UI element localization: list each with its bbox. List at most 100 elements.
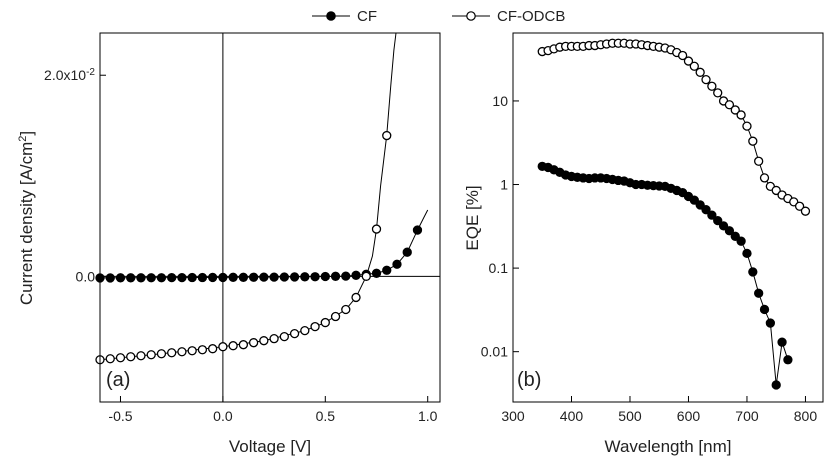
a-point-cf xyxy=(402,247,412,257)
a-point-cf xyxy=(320,271,330,282)
b-point-cf-odcb xyxy=(754,156,764,166)
b-y-tick-label: 0.1 xyxy=(489,260,509,276)
a-point-cf-odcb xyxy=(382,130,392,141)
b-point-cf xyxy=(689,195,699,205)
a-point-cf xyxy=(115,273,126,283)
a-point-cf xyxy=(330,271,341,281)
a-point-cf xyxy=(177,272,187,283)
b-curves xyxy=(542,42,806,385)
b-point-cf xyxy=(754,288,764,298)
a-point-cf-odcb xyxy=(167,348,177,358)
panel-a-iv-curve: -0.5 0.0 0.5 1.0 0.0 2.0x10-2 (a) Voltage [V… xyxy=(17,32,441,456)
b-y-tick-label: 10 xyxy=(492,93,508,109)
a-y-tick-label-sup: -2 xyxy=(86,67,95,78)
a-point-cf-odcb xyxy=(351,292,361,303)
a-point-cf xyxy=(300,272,310,282)
a-point-cf-odcb xyxy=(310,321,320,332)
b-point-cf xyxy=(759,304,770,315)
a-x-tick-label: 0.0 xyxy=(213,408,233,424)
a-point-cf xyxy=(269,272,279,282)
a-curves xyxy=(99,32,429,361)
b-point-cf xyxy=(748,267,758,277)
a-point-cf-odcb xyxy=(361,271,371,281)
a-point-cf xyxy=(187,272,197,283)
a-reference-lines xyxy=(100,33,440,402)
a-plot-frame xyxy=(99,32,441,403)
a-x-tick-label: 1.0 xyxy=(418,408,438,424)
b-x-tick-label: 600 xyxy=(677,408,701,424)
b-x-tick-label: 400 xyxy=(560,408,584,424)
b-panel-label: (b) xyxy=(517,369,541,391)
a-point-cf xyxy=(310,272,320,282)
b-x-ticks: 300 400 500 600 700 800 xyxy=(501,396,817,424)
a-x-tick-label: 0.5 xyxy=(316,408,336,424)
b-point-cf xyxy=(707,210,717,220)
a-series-line-cf-odcb xyxy=(99,32,397,361)
a-point-cf xyxy=(146,273,156,283)
b-point-cf-odcb xyxy=(677,50,688,61)
b-point-cf xyxy=(742,248,752,259)
a-series-line-cf xyxy=(99,209,429,279)
b-point-cf-odcb xyxy=(689,61,699,71)
a-point-cf-odcb xyxy=(320,317,330,328)
panel-b-eqe: 300 400 500 600 700 800 0.01 0.1 1 10 (b) Wavele… xyxy=(463,32,824,456)
a-y-axis-label-main: Current density [A/cm xyxy=(17,142,36,305)
b-point-cf xyxy=(783,355,793,365)
legend-label-cf: CF xyxy=(357,8,377,25)
a-y-tick-label: 0.0 xyxy=(76,268,96,284)
b-point-cf xyxy=(730,231,740,241)
a-point-cf xyxy=(126,273,136,283)
a-x-ticks: -0.5 0.0 0.5 1.0 xyxy=(108,396,438,424)
b-point-cf-odcb xyxy=(759,173,770,183)
a-point-cf-odcb xyxy=(259,336,269,346)
b-point-cf-odcb xyxy=(742,121,752,131)
b-plot-frame xyxy=(512,32,824,403)
b-point-cf-odcb xyxy=(713,88,723,98)
a-point-cf xyxy=(156,273,167,283)
a-y-tick-label-main: 2.0x10 xyxy=(44,67,86,83)
a-point-cf-odcb xyxy=(289,328,300,339)
a-point-cf-odcb xyxy=(238,340,249,350)
b-point-cf xyxy=(695,200,705,210)
a-point-cf-odcb xyxy=(218,342,228,352)
b-point-cf xyxy=(724,226,735,236)
a-point-cf-odcb xyxy=(197,345,208,355)
b-point-cf-odcb xyxy=(701,74,711,85)
b-point-cf-odcb xyxy=(736,110,746,120)
a-point-cf-odcb xyxy=(300,325,310,336)
b-point-cf xyxy=(701,205,711,215)
legend-label-cf-odcb: CF-ODCB xyxy=(497,8,565,25)
a-point-cf-odcb xyxy=(105,354,115,364)
a-point-cf xyxy=(228,272,238,282)
a-point-cf-odcb xyxy=(279,331,289,342)
a-point-cf-odcb xyxy=(371,224,382,234)
legend-marker-cf xyxy=(326,11,336,21)
a-y-ticks: 0.0 2.0x10-2 xyxy=(44,67,106,284)
a-point-cf-odcb xyxy=(248,338,259,348)
a-point-cf-odcb xyxy=(136,351,146,361)
b-y-tick-label: 1 xyxy=(500,177,508,193)
a-point-cf xyxy=(238,272,249,282)
a-point-cf-odcb xyxy=(341,304,351,315)
a-point-cf-odcb xyxy=(177,347,187,357)
a-y-tick-label: 2.0x10-2 xyxy=(44,67,95,84)
b-point-cf-odcb xyxy=(707,81,717,91)
a-point-cf-odcb xyxy=(156,349,167,359)
a-point-cf xyxy=(351,270,361,280)
a-point-cf xyxy=(371,268,382,278)
a-x-tick-label: -0.5 xyxy=(108,408,132,424)
b-point-cf-odcb xyxy=(800,206,811,216)
a-point-cf xyxy=(248,272,259,282)
a-point-cf xyxy=(136,273,146,283)
b-point-cf-odcb xyxy=(730,105,740,115)
b-point-cf-odcb xyxy=(724,100,735,110)
a-y-tick-label-main: 0.0 xyxy=(76,268,96,284)
a-point-cf-odcb xyxy=(228,341,238,351)
a-y-axis-label-tail: ] xyxy=(17,131,36,136)
b-point-cf-odcb xyxy=(695,67,705,77)
b-y-axis-label: EQE [%] xyxy=(463,185,482,250)
a-point-cf-odcb xyxy=(115,353,126,363)
legend-marker-cf-odcb xyxy=(466,11,476,21)
legend-entry-cf-odcb: CF-ODCB xyxy=(452,8,565,25)
a-point-cf xyxy=(208,272,218,283)
